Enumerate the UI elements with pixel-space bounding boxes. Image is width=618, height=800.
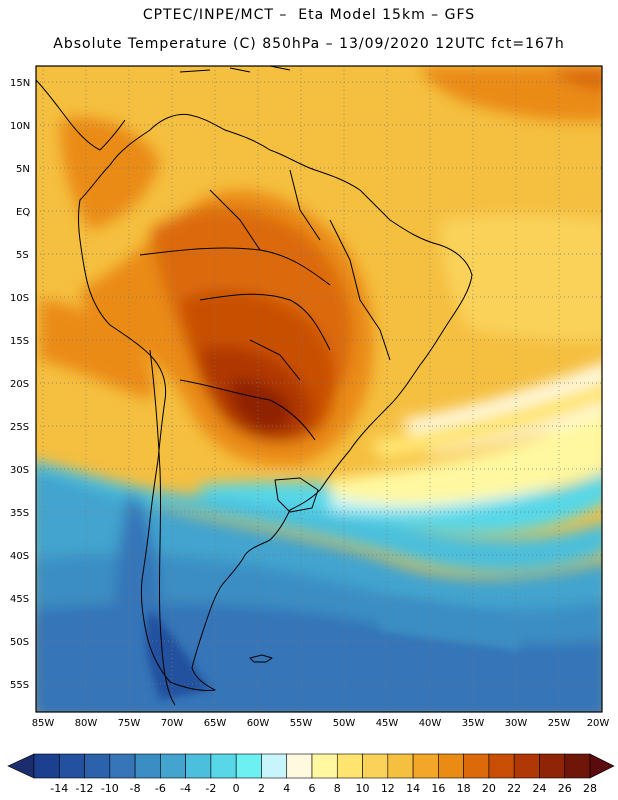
colorbar-swatch <box>160 753 186 779</box>
map-subtitle: Absolute Temperature (C) 850hPa – 13/09/… <box>53 36 565 52</box>
colorbar-swatch <box>58 753 85 779</box>
lat-label: 15S <box>10 336 29 347</box>
lat-label: 25S <box>10 422 29 433</box>
colorbar-swatch <box>564 753 591 779</box>
lon-label: 45W <box>376 718 399 729</box>
colorbar-tick-label: -12 <box>76 782 94 795</box>
colorbar-swatch <box>33 753 60 779</box>
colorbar-tick-label: 28 <box>583 782 597 795</box>
lat-label: 30S <box>10 465 29 476</box>
colorbar-swatch <box>488 753 515 779</box>
caribbean-islands <box>179 66 291 73</box>
lat-label: 10N <box>10 121 30 132</box>
colorbar-tick-label: -2 <box>205 782 216 795</box>
lon-label: 20W <box>587 718 610 729</box>
colorbar-swatch <box>311 753 338 779</box>
colorbar-tick-label: 12 <box>381 782 395 795</box>
lat-label: 40S <box>10 551 29 562</box>
lon-label: 55W <box>290 718 313 729</box>
colorbar-tick-label: -8 <box>130 782 141 795</box>
colorbar-swatch <box>412 753 439 779</box>
lon-label: 60W <box>247 718 270 729</box>
colorbar-tick-label: 24 <box>532 782 546 795</box>
colorbar-swatch <box>84 753 111 779</box>
map-frame <box>35 65 603 713</box>
lat-label: 50S <box>10 637 29 648</box>
coastlines <box>36 66 473 706</box>
colorbar-tick-label: 26 <box>558 782 572 795</box>
falkland-islands <box>249 654 273 663</box>
colorbar-tick-label: -10 <box>101 782 119 795</box>
colorbar-swatch <box>463 753 490 779</box>
colorbar: -14 -12 -10 -8 -6 -4 -2 0 2 4 6 8 10 12 14 16 18 20 22 24 26… <box>7 753 615 795</box>
colorbar-swatch <box>185 753 212 779</box>
colorbar-swatch <box>438 753 464 779</box>
colorbar-swatch <box>286 753 313 779</box>
south-america-coastline <box>78 113 473 691</box>
lon-label: 85W <box>32 718 55 729</box>
lat-label: 20S <box>10 379 29 390</box>
lon-label: 30W <box>505 718 528 729</box>
interior-borders <box>209 169 391 381</box>
colorbar-tick-label: 2 <box>258 782 265 795</box>
colorbar-tick-label: 8 <box>334 782 341 795</box>
lat-label: EQ <box>16 207 30 218</box>
lat-label: 5N <box>16 164 30 175</box>
lat-labels: 15N 10N 5N EQ 5S 10S 15S 20S 25S 30S 35S… <box>10 78 30 691</box>
lat-label: 15N <box>10 78 30 89</box>
colorbar-tick-label: 4 <box>283 782 290 795</box>
lon-label: 70W <box>161 718 184 729</box>
colorbar-over-arrow <box>589 753 615 779</box>
lon-label: 75W <box>118 718 141 729</box>
colorbar-tick-label: -14 <box>50 782 68 795</box>
colorbar-swatch <box>336 753 363 779</box>
lat-label: 5S <box>16 250 29 261</box>
colorbar-tick-label: 18 <box>457 782 471 795</box>
lon-label: 50W <box>333 718 356 729</box>
colorbar-swatch <box>362 753 389 779</box>
colorbar-swatch <box>134 753 161 779</box>
temperature-field <box>36 66 602 712</box>
colorbar-swatch <box>109 753 136 779</box>
colorbar-swatch <box>210 753 237 779</box>
colorbar-under-arrow <box>7 753 35 779</box>
colorbar-tick-label: 16 <box>431 782 445 795</box>
uruguay-border <box>274 477 319 513</box>
lon-label: 80W <box>75 718 98 729</box>
map-title: CPTEC/INPE/MCT – Eta Model 15km – GFS <box>142 7 476 23</box>
lon-labels: 85W 80W 75W 70W 65W 60W 55W 50W 45W 40W … <box>32 718 610 729</box>
lat-label: 35S <box>10 508 29 519</box>
colorbar-swatch <box>513 753 540 779</box>
colorbar-tick-label: 10 <box>356 782 370 795</box>
lat-label: 55S <box>10 680 29 691</box>
colorbar-tick-label: 14 <box>406 782 420 795</box>
lat-label: 45S <box>10 594 29 605</box>
colorbar-tick-label: -6 <box>155 782 166 795</box>
colorbar-tick-label: 22 <box>507 782 521 795</box>
colorbar-tick-label: 20 <box>482 782 496 795</box>
colorbar-swatch <box>261 753 288 779</box>
colorbar-swatch <box>387 753 414 779</box>
colorbar-tick-label: 0 <box>233 782 240 795</box>
lon-label: 25W <box>548 718 571 729</box>
colorbar-tick-label: -4 <box>180 782 191 795</box>
central-america-coastline <box>36 79 126 151</box>
colorbar-swatch <box>539 753 566 779</box>
lon-label: 35W <box>462 718 485 729</box>
colorbar-tick-label: 6 <box>309 782 316 795</box>
lon-label: 65W <box>204 718 227 729</box>
andes-border <box>149 349 176 706</box>
lon-label: 40W <box>419 718 442 729</box>
colorbar-swatch <box>235 753 262 779</box>
lat-label: 10S <box>10 293 29 304</box>
